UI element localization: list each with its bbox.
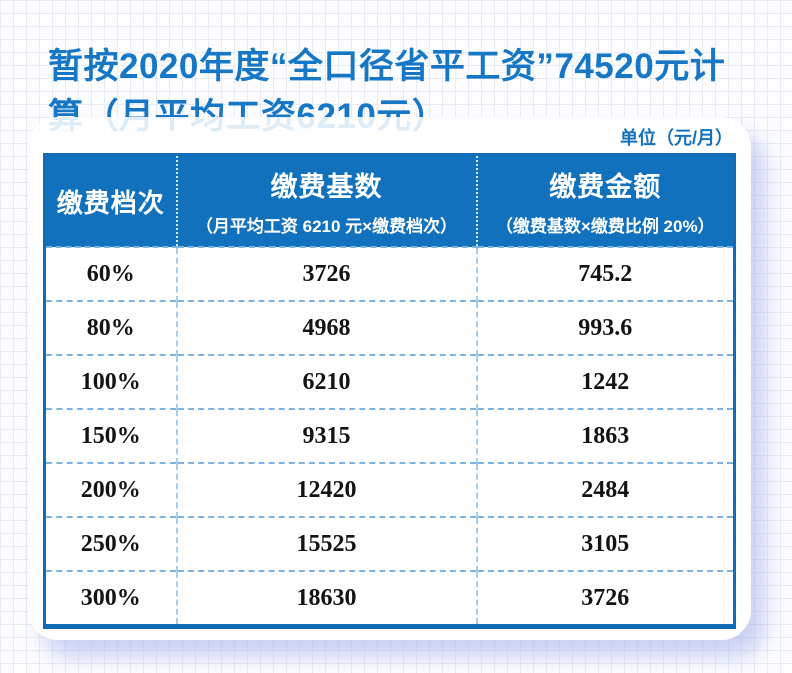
table-row: 150% 9315 1863 [44,408,735,463]
column-header-label: 缴费档次 [56,187,165,218]
table-row: 100% 6210 1242 [44,354,735,409]
table-row: 200% 12420 2484 [44,462,735,517]
table-cell: 80% [44,300,177,355]
column-header-label: 缴费基数 [270,172,383,202]
column-header-label: 缴费金额 [549,172,662,202]
column-header-tier: 缴费档次 [44,154,177,247]
table-cell: 993.6 [475,300,735,355]
table-cell: 1242 [475,354,735,409]
table-cell: 745.2 [475,246,735,301]
content-card: 单位（元/月） 缴费档次 缴费基数 （月平均工资 6210 元×缴费档次） 缴费… [28,117,751,640]
table-cell: 6210 [175,354,477,409]
table-cell: 250% [44,516,177,571]
table-cell: 2484 [475,462,735,517]
table-cell: 12420 [175,462,477,517]
column-header-sublabel: （月平均工资 6210 元×缴费档次） [195,217,458,236]
contribution-table: 缴费档次 缴费基数 （月平均工资 6210 元×缴费档次） 缴费金额 （缴费基数… [43,153,736,629]
table-cell: 3726 [175,246,477,301]
table-header: 缴费档次 缴费基数 （月平均工资 6210 元×缴费档次） 缴费金额 （缴费基数… [44,154,735,247]
table-cell: 100% [44,354,177,409]
table-cell: 3105 [475,516,735,571]
table-cell: 200% [44,462,177,517]
column-header-sublabel: （缴费基数×缴费比例 20%） [495,217,715,236]
table-cell: 4968 [175,300,477,355]
table-cell: 300% [44,570,177,627]
table-cell: 15525 [175,516,477,571]
table-cell: 60% [44,246,177,301]
table-row: 80% 4968 993.6 [44,300,735,355]
table-cell: 3726 [475,570,735,627]
table-cell: 9315 [175,408,477,463]
column-header-base: 缴费基数 （月平均工资 6210 元×缴费档次） [175,154,477,247]
table-row: 250% 15525 3105 [44,516,735,571]
column-header-amount: 缴费金额 （缴费基数×缴费比例 20%） [475,154,735,247]
table-cell: 150% [44,408,177,463]
table-row: 60% 3726 745.2 [44,246,735,301]
table-cell: 1863 [475,408,735,463]
unit-label: 单位（元/月） [619,128,733,148]
table-body: 60% 3726 745.2 80% 4968 993.6 100% 6210 1242 150%… [44,246,735,627]
table-row: 300% 18630 3726 [44,570,735,627]
table-cell: 18630 [175,570,477,627]
